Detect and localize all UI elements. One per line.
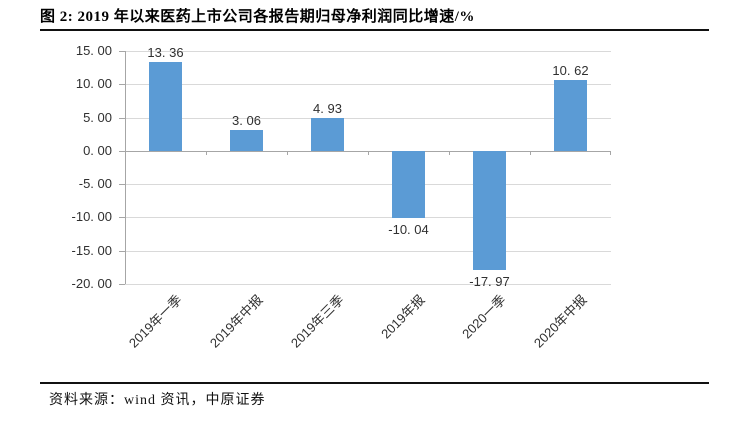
gridline [125,84,611,86]
gridline [125,117,611,119]
category-axis-tick [449,150,450,155]
y-axis-line [125,51,126,284]
gridline [125,250,611,252]
bar-value-label: 4. 93 [313,101,342,117]
bar [392,150,425,218]
x-axis-label: 2020年中报 [530,292,590,351]
y-axis-label: 5. 00 [83,109,112,125]
y-axis-label: -5. 00 [78,176,112,192]
bar [554,80,587,151]
title-divider [40,29,709,31]
category-axis-tick [610,150,611,155]
y-axis-label: -20. 00 [71,276,112,291]
y-axis-tick [119,184,125,186]
gridline [125,284,611,285]
figure-title: 图 2: 2019 年以来医药上市公司各报告期归母净利润同比增速/% [40,9,475,25]
gridline [125,51,611,52]
y-axis-tick [119,217,125,219]
bar-value-label: 10. 62 [552,63,589,79]
y-axis-tick [119,284,125,285]
x-axis-label: 2019年一季 [125,292,185,351]
bar [473,150,506,271]
gridline [125,217,611,219]
category-axis-tick [206,150,207,155]
bar-value-label: 13. 36 [147,44,184,60]
category-axis-tick [530,150,531,155]
bar-value-label: 3. 06 [232,113,261,129]
y-axis-tick [119,150,125,152]
bar [149,61,182,151]
y-axis-tick [119,84,125,86]
gridline [125,184,611,186]
x-axis-label: 2020一季 [458,292,509,342]
y-axis-label: -10. 00 [71,209,112,225]
category-axis-tick [368,150,369,155]
category-axis-tick [287,150,288,155]
bar-value-label: -10. 04 [388,221,429,237]
y-axis-label: -15. 00 [71,242,112,258]
x-axis-label: 2019年报 [377,292,428,342]
x-axis-label: 2019年三季 [287,292,347,351]
bar-chart: 15. 00 10. 00 5. 00 0. 00 -5. 00 -10. 00 -15. … [72,43,611,351]
y-axis-tick [119,117,125,119]
y-axis-label: 15. 00 [75,43,112,58]
y-axis-tick [119,250,125,252]
y-axis-tick [119,51,125,52]
bar-value-label: -17. 97 [469,274,510,290]
bar [230,130,263,151]
source-note: 资料来源：wind 资讯，中原证券 [49,393,266,408]
x-axis-label: 2019年中报 [206,292,266,351]
bar [311,118,344,151]
footer-divider [40,382,709,384]
plot-area: 15. 00 10. 00 5. 00 0. 00 -5. 00 -10. 00 -15. … [72,43,611,351]
y-axis-label: 0. 00 [83,142,112,158]
y-axis-label: 10. 00 [75,76,112,92]
